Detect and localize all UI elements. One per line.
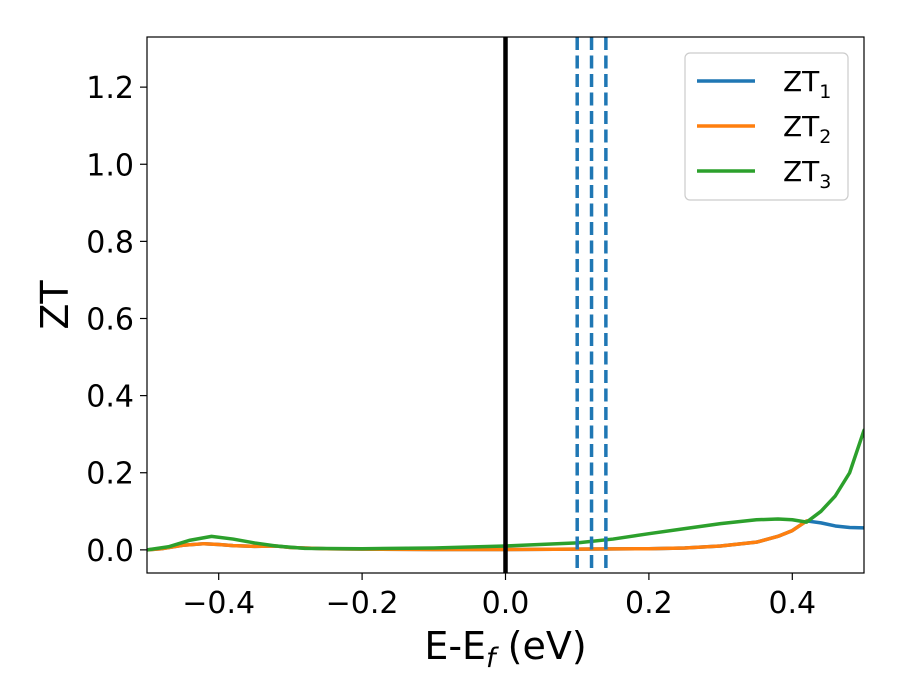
x-tick-label: −0.2 xyxy=(326,586,399,621)
y-tick-label: 0.6 xyxy=(86,302,134,337)
y-tick-label: 0.8 xyxy=(86,225,134,260)
legend-label-zt2: ZT2 xyxy=(783,110,831,148)
legend-box xyxy=(684,52,849,201)
x-axis-title: E-Ef (eV) xyxy=(424,624,586,674)
y-tick-label: 0.4 xyxy=(86,380,134,415)
y-tick-label: 1.2 xyxy=(86,71,134,106)
y-tick-label: 0.2 xyxy=(86,457,134,492)
series-line-zt3 xyxy=(147,428,864,552)
y-tick-label: 0.0 xyxy=(86,534,134,569)
legend-label-zt1: ZT1 xyxy=(783,65,831,103)
x-tick-label: 0.4 xyxy=(768,586,816,621)
y-tick-label: 1.0 xyxy=(86,148,134,183)
legend-label-zt3: ZT3 xyxy=(783,155,831,193)
x-tick-label: 0.0 xyxy=(482,586,530,621)
x-tick-label: −0.4 xyxy=(182,586,255,621)
x-tick-label: 0.2 xyxy=(625,586,673,621)
y-axis-title: ZT xyxy=(33,280,77,330)
